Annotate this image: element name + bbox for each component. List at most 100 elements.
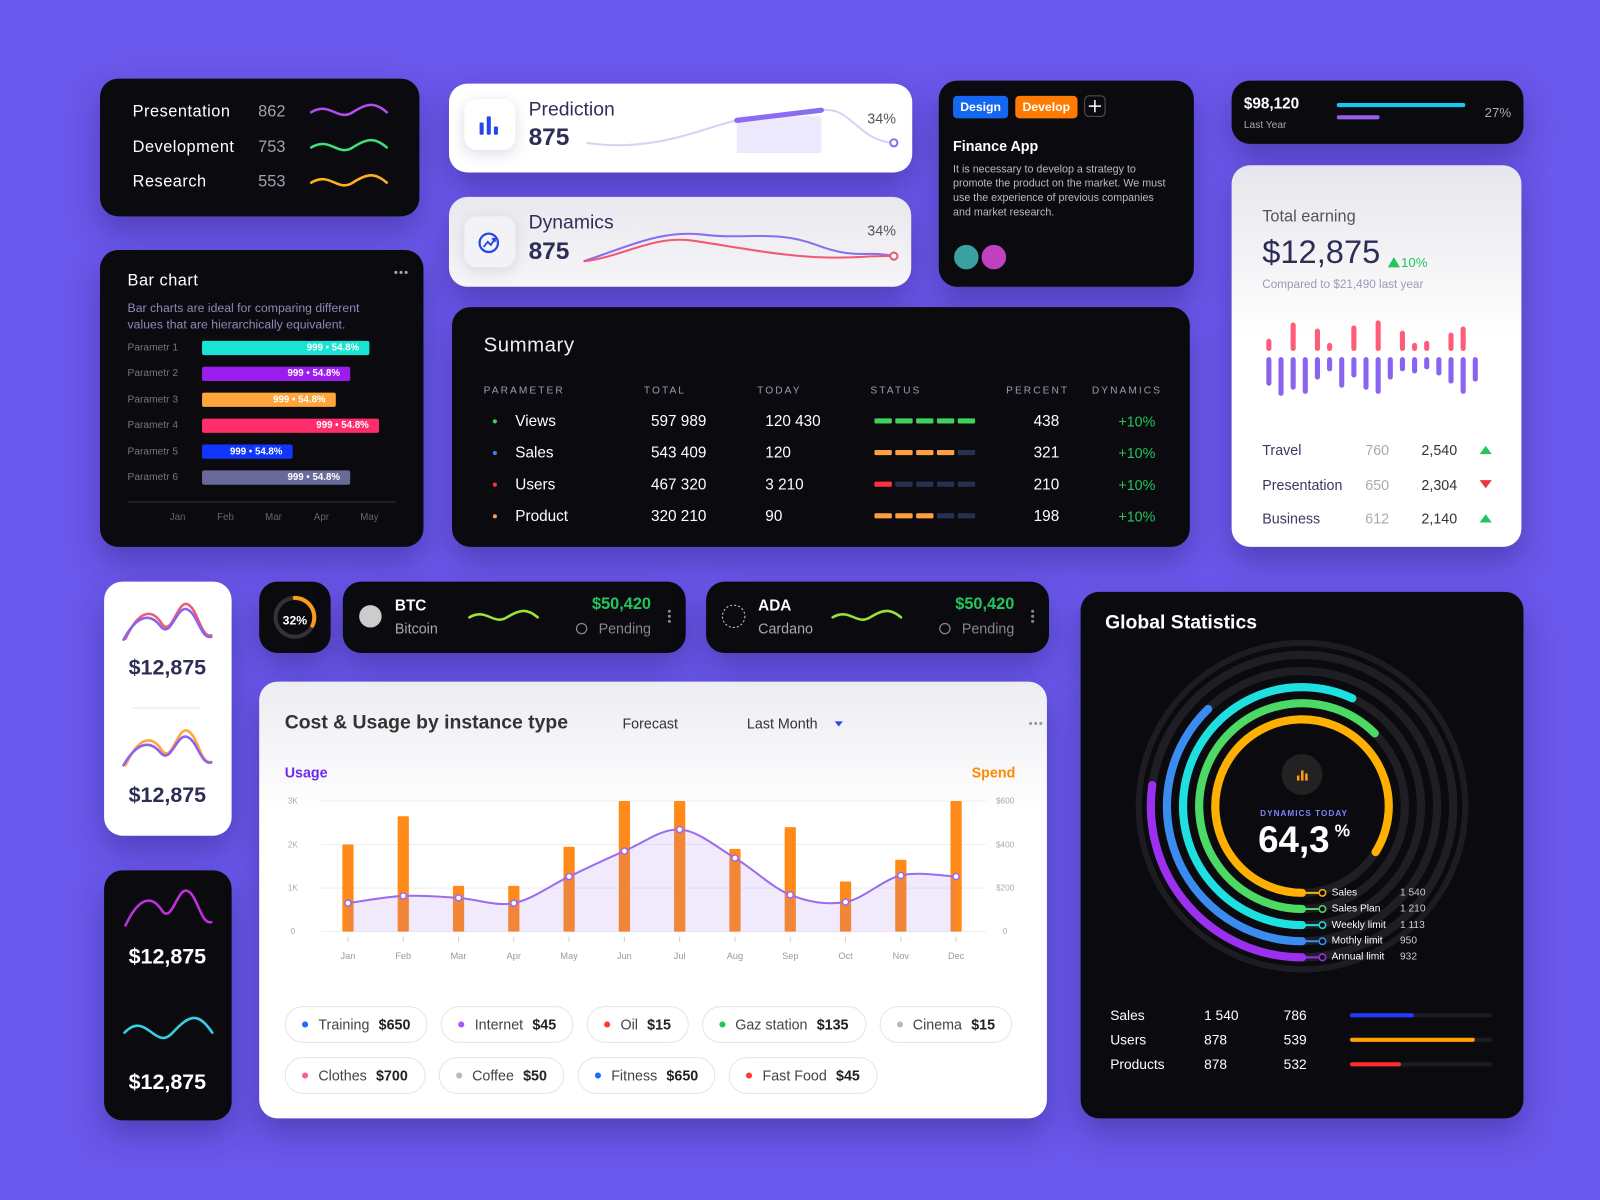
status-segment [936,513,955,519]
spend-point [399,892,408,900]
filter[interactable]: Forecast [622,715,679,732]
coin-icon [721,604,746,629]
legend-chip[interactable]: Oil $15 [586,1006,689,1043]
add-button[interactable] [1084,95,1106,117]
more-dot [667,609,671,613]
period-select[interactable]: Last Month [746,715,818,732]
graphic [1266,257,1492,523]
card-title: Finance App [953,137,1039,155]
graphic-layer [721,604,1035,635]
bar-up [1424,340,1430,352]
axis-title: Spend [971,764,1016,781]
legend-name: Coffee [472,1067,514,1084]
legend-dot [1318,921,1327,930]
x-tick-label: Jan [169,511,186,523]
graphic [1336,103,1466,120]
value-label: 999 • 54.8% [306,342,360,354]
legend-dot [455,1072,462,1079]
legend-chip[interactable]: Gaz station $135 [701,1006,866,1043]
legend-amount: $650 [666,1067,699,1084]
dynamics-card: Dynamics 875 34% [448,196,912,287]
bar-up [1375,320,1381,352]
legend-name: Oil [620,1016,638,1033]
mini-card-light: $12,875 $12,875 [104,581,232,836]
status-segment [874,418,892,424]
add-icon [1088,99,1102,113]
row-today: 3 210 [765,476,804,494]
usage-bar [950,801,962,932]
dropdown-arrow[interactable] [834,721,843,727]
center-unit: % [1334,821,1351,841]
row-total: 467 320 [651,476,707,494]
sparkline [122,735,213,767]
row-label: Parametr 2 [127,368,179,380]
graphic [478,232,899,263]
column-header: TOTAL [643,385,687,397]
y-tick-label: 1K [287,883,298,893]
highlight [736,116,822,154]
value-label: 999 • 54.8% [229,446,283,458]
bar-down [1314,357,1320,380]
tag[interactable]: Develop [1015,95,1078,119]
icon-bar [493,126,498,135]
x-tick-label: Nov [892,951,909,962]
spend-point [620,847,629,855]
y2-tick-label: 0 [1002,927,1008,937]
last-year-card: $98,120 Last Year 27% [1231,80,1524,144]
row-value: 532 [1283,1056,1307,1072]
summary-card: Summary PARAMETER TOTAL TODAY STATUS PERCENT D… [452,307,1190,547]
graphic [492,418,976,519]
bar-down [1278,357,1284,396]
bar-up [1314,328,1320,352]
x-tick-label: Apr [506,951,521,962]
amount: $12,875 [128,944,207,969]
legend-value: 932 [1399,951,1418,963]
graphic [122,602,213,767]
bar-up [1351,325,1357,352]
legend-chip[interactable]: Training $650 [284,1006,428,1043]
row-value: 1 540 [1204,1007,1239,1023]
usage-bar [674,801,686,932]
coin-icon [359,605,382,628]
status-segment [895,481,913,487]
status-segment [957,513,976,519]
outer-track [1135,639,1469,973]
bar-up [1448,332,1454,352]
ring-arc [1211,715,1393,897]
status-segment [957,481,976,487]
legend-chip[interactable]: Internet $45 [441,1006,574,1043]
sparkline [123,1016,214,1040]
legend-amount: $15 [971,1016,996,1033]
sparkline [309,138,389,152]
sparkline [124,889,213,927]
bar-up [1327,342,1333,352]
graphic-layer [359,605,671,635]
more-dot [399,270,403,274]
legend-name: Mothly limit [1331,935,1383,947]
row-name: Product [515,507,569,525]
status-segment [916,481,934,487]
graphic [952,95,1106,272]
legend-chip[interactable]: Cinema $15 [879,1006,1013,1043]
tag[interactable]: Design [953,95,1009,119]
card-title: Cost & Usage by instance type [284,712,569,734]
ring-arc [1179,683,1357,930]
legend-chip[interactable]: Fast Food $45 [728,1057,878,1094]
legend-chip[interactable]: Clothes $700 [284,1057,426,1094]
legend-chip[interactable]: Fitness $650 [577,1057,716,1094]
graphic [127,270,408,503]
usage-bar [784,827,796,932]
bar [202,392,336,407]
x-tick-label: Oct [838,951,853,962]
graphic [1135,639,1492,1067]
sparkline [309,103,389,117]
x-tick-label: Aug [726,951,744,962]
legend-chip[interactable]: Coffee $50 [438,1057,565,1094]
total-earning-card: Total earning $12,875 10% Compared to $21,4… [1231,165,1522,547]
card-title: Prediction [528,98,615,121]
row-value: 786 [1283,1007,1307,1023]
mini-card-dark: $12,875 $12,875 [104,870,232,1121]
usage-bar [563,846,575,932]
more-dot [404,270,408,274]
